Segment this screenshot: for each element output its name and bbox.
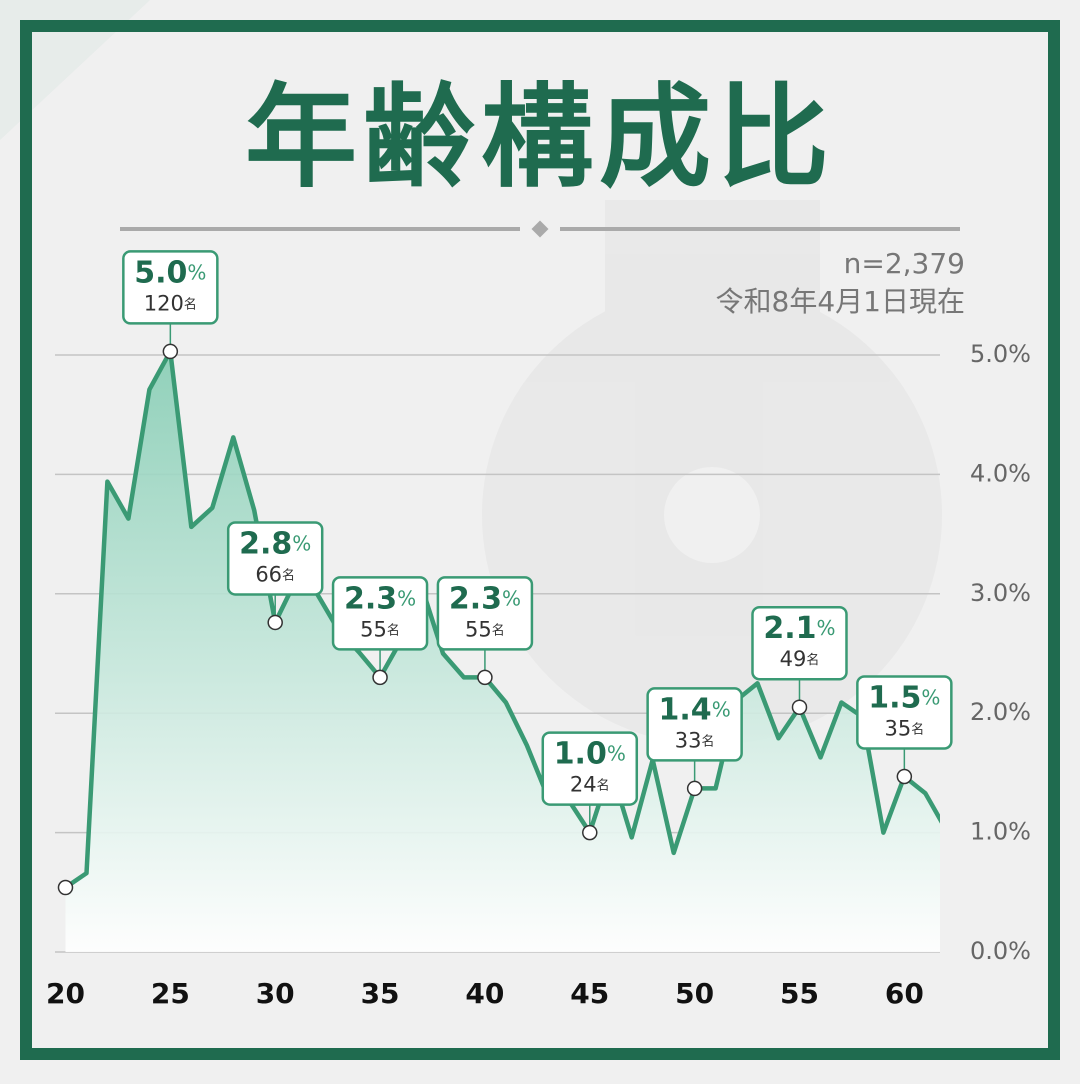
annotation-value-number: 2.1 — [763, 611, 816, 646]
y-tick-label: 4.0% — [970, 459, 1031, 487]
annotation-count-unit: 名 — [597, 777, 610, 793]
y-tick-label: 3.0% — [970, 579, 1031, 607]
area-fill — [65, 351, 940, 952]
x-tick-label: 60 — [885, 977, 924, 1010]
data-point — [267, 614, 283, 631]
x-tick-label: 55 — [780, 977, 819, 1010]
annotation-value: 1.0% — [554, 736, 626, 771]
annotation-count-number: 66 — [255, 562, 282, 586]
annotation-value-unit: % — [187, 260, 206, 284]
annotation-count-number: 49 — [780, 647, 807, 671]
annotation-value-unit: % — [817, 616, 836, 640]
annotation-value: 2.8% — [239, 526, 311, 561]
data-point — [791, 699, 808, 715]
annotation-count-number: 55 — [360, 617, 387, 641]
annotation-count: 33名 — [675, 728, 715, 752]
x-tick-label: 40 — [465, 977, 504, 1010]
annotation-value-unit: % — [607, 741, 626, 765]
annotation-value-unit: % — [397, 586, 416, 610]
y-tick-label: 0.0% — [970, 937, 1031, 965]
data-point — [896, 768, 913, 785]
divider-diamond — [531, 220, 549, 238]
y-tick-label: 2.0% — [970, 698, 1031, 726]
y-tick-label: 5.0% — [970, 340, 1031, 368]
annotation-count-number: 24 — [570, 773, 597, 797]
data-point — [582, 824, 598, 841]
annotation-count: 35名 — [884, 716, 924, 740]
annotation-value-unit: % — [502, 586, 521, 610]
annotation-count: 66名 — [255, 562, 295, 586]
annotation-box — [226, 521, 324, 596]
annotation-value-unit: % — [292, 531, 311, 555]
data-point — [686, 780, 703, 797]
annotation-value-number: 2.3 — [344, 581, 397, 616]
x-tick-label: 45 — [570, 977, 609, 1010]
annotation-count-unit: 名 — [387, 622, 400, 638]
annotation-box — [856, 675, 953, 750]
annotation-value-unit: % — [712, 697, 731, 721]
data-point — [57, 879, 74, 896]
annotation-value: 1.5% — [868, 680, 940, 715]
annotation-count: 120名 — [144, 291, 197, 315]
annotation-value: 2.3% — [344, 581, 416, 616]
annotation-count-number: 33 — [675, 728, 702, 752]
annotation-value: 2.3% — [449, 581, 521, 616]
data-point — [477, 669, 493, 686]
annotation-value-number: 1.0 — [554, 736, 607, 771]
annotation-count-unit: 名 — [806, 652, 819, 668]
note: 令和8年4月1日現在 — [716, 285, 965, 318]
annotation-box — [751, 605, 848, 681]
annotation-value-number: 2.3 — [449, 581, 502, 616]
x-tick-label: 35 — [361, 977, 400, 1010]
annotation-count: 55名 — [360, 617, 400, 641]
annotation-count-number: 55 — [465, 617, 492, 641]
y-tick-label: 1.0% — [970, 818, 1031, 846]
annotation-box — [541, 731, 639, 806]
annotation-box — [331, 576, 429, 651]
x-tick-label: 25 — [151, 977, 190, 1010]
subtitle: n=2,379 — [844, 247, 965, 280]
annotation-value-number: 2.8 — [239, 526, 292, 561]
annotation-count: 24名 — [570, 773, 610, 797]
annotation-count-unit: 名 — [282, 567, 295, 583]
annotation-count-unit: 名 — [911, 721, 924, 737]
annotation-box — [646, 687, 743, 762]
annotation-value: 5.0% — [134, 255, 206, 290]
annotation-box — [436, 576, 534, 651]
annotation-count: 55名 — [465, 617, 505, 641]
annotation-value-number: 1.4 — [659, 692, 712, 727]
annotation-value-number: 5.0 — [134, 255, 187, 290]
x-tick-label: 50 — [675, 977, 714, 1010]
x-tick-label: 20 — [46, 977, 85, 1010]
chart-title: 年齢構成比 — [245, 73, 835, 203]
annotation-value-number: 1.5 — [868, 680, 921, 715]
frame — [20, 20, 1060, 1060]
annotation-count-unit: 名 — [184, 296, 197, 312]
annotation-count-number: 35 — [884, 716, 911, 740]
annotation-value: 1.4% — [659, 692, 731, 727]
annotation-count-number: 120 — [144, 291, 184, 315]
annotation-count-unit: 名 — [701, 733, 714, 749]
annotation-count-unit: 名 — [492, 622, 505, 638]
data-point — [372, 669, 388, 686]
annotation-value: 2.1% — [763, 611, 835, 646]
x-tick-label: 30 — [256, 977, 295, 1010]
annotation-box — [122, 250, 219, 325]
annotation-value-unit: % — [921, 685, 940, 709]
annotation-count: 49名 — [780, 647, 820, 671]
data-point — [162, 343, 179, 360]
